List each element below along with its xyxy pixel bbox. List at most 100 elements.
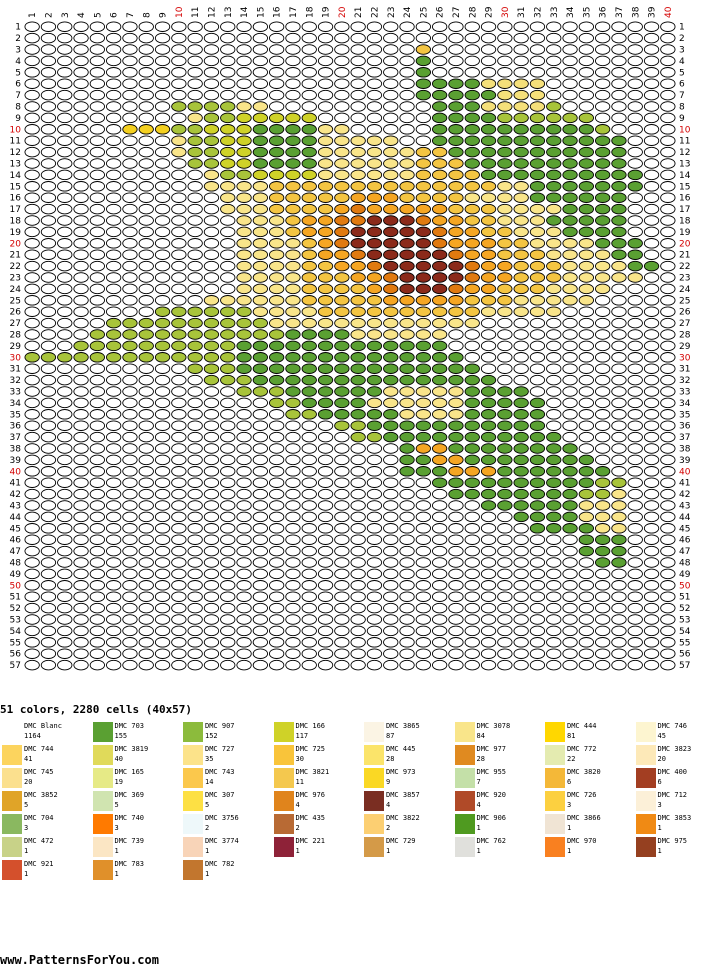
- stitch-cell: [578, 580, 594, 591]
- column-number-top: 16: [273, 6, 283, 18]
- color-swatch: [635, 791, 656, 811]
- stitch-cell: [611, 409, 627, 420]
- stitch-cell: [595, 466, 611, 477]
- stitch-cell: [627, 283, 643, 295]
- stitch-cell: [415, 409, 431, 420]
- stitch-cell: [578, 454, 594, 466]
- stitch-cell: [546, 568, 562, 580]
- stitch-cell: [301, 454, 317, 466]
- stitch-cell: [529, 317, 546, 329]
- color-swatch: [545, 722, 565, 742]
- stitch-cell: [122, 420, 138, 431]
- color-swatch: [92, 745, 113, 765]
- stitch-cell: [73, 568, 89, 580]
- stitch-cell: [154, 648, 171, 659]
- stitch-cell: [497, 591, 513, 602]
- stitch-cell: [562, 283, 578, 295]
- stitch-cell: [57, 112, 73, 124]
- stitch-cell: [448, 67, 464, 78]
- stitch-cell: [171, 454, 187, 466]
- stitch-cell: [660, 511, 676, 523]
- color-swatch: [454, 837, 475, 857]
- stitch-cell: [122, 648, 138, 659]
- stitch-cell: [106, 169, 122, 181]
- stitch-cell: [154, 420, 171, 431]
- stitch-cell: [301, 409, 317, 420]
- stitch-cell: [562, 158, 578, 169]
- stitch-cell: [301, 374, 317, 386]
- stitch-cell: [513, 625, 529, 637]
- stitch-count: 20: [24, 778, 33, 786]
- stitch-cell: [627, 32, 643, 44]
- stitch-cell: [448, 272, 464, 283]
- stitch-cell: [252, 557, 269, 568]
- stitch-cell: [268, 409, 285, 420]
- stitch-cell: [366, 67, 383, 78]
- color-swatch: [545, 814, 565, 834]
- stitch-cell: [40, 500, 57, 511]
- stitch-cell: [220, 386, 236, 397]
- stitch-cell: [611, 466, 627, 477]
- stitch-cell: [497, 397, 513, 409]
- stitch-cell: [40, 21, 57, 32]
- stitch-cell: [562, 659, 578, 671]
- stitch-cell: [285, 238, 301, 249]
- stitch-cell: [154, 523, 171, 534]
- stitch-cell: [350, 306, 366, 317]
- stitch-cell: [24, 181, 40, 192]
- stitch-cell: [366, 523, 383, 534]
- stitch-cell: [431, 238, 448, 249]
- stitch-cell: [268, 78, 285, 89]
- stitch-cell: [106, 602, 122, 614]
- stitch-cell: [24, 363, 40, 374]
- stitch-cell: [154, 511, 171, 523]
- stitch-cell: [350, 146, 366, 158]
- stitch-cell: [350, 340, 366, 352]
- stitch-cell: [236, 557, 252, 568]
- stitch-cell: [464, 591, 480, 602]
- stitch-cell: [187, 283, 203, 295]
- stitch-cell: [611, 32, 627, 44]
- stitch-cell: [431, 363, 448, 374]
- stitch-cell: [366, 545, 383, 557]
- stitch-cell: [73, 409, 89, 420]
- stitch-cell: [513, 238, 529, 249]
- stitch-cell: [24, 78, 40, 89]
- stitch-cell: [529, 340, 546, 352]
- stitch-cell: [366, 352, 383, 363]
- stitch-cell: [448, 659, 464, 671]
- stitch-cell: [611, 500, 627, 511]
- stitch-cell: [497, 466, 513, 477]
- stitch-cell: [595, 454, 611, 466]
- stitch-cell: [448, 260, 464, 272]
- stitch-cell: [301, 295, 317, 306]
- stitch-cell: [546, 203, 562, 215]
- stitch-cell: [57, 500, 73, 511]
- stitch-cell: [334, 67, 350, 78]
- stitch-cell: [40, 146, 57, 158]
- stitch-count: 1: [386, 847, 391, 855]
- stitch-cell: [480, 272, 497, 283]
- stitch-cell: [236, 249, 252, 260]
- stitch-cell: [529, 215, 546, 226]
- stitch-cell: [660, 215, 676, 226]
- stitch-cell: [334, 249, 350, 260]
- row-number-left: 42: [10, 490, 21, 500]
- stitch-cell: [595, 55, 611, 67]
- stitch-cell: [366, 158, 383, 169]
- stitch-cell: [334, 352, 350, 363]
- stitch-count: 1: [114, 870, 119, 878]
- stitch-cell: [546, 523, 562, 534]
- stitch-cell: [57, 568, 73, 580]
- stitch-cell: [366, 295, 383, 306]
- stitch-cell: [122, 21, 138, 32]
- stitch-cell: [24, 523, 40, 534]
- stitch-cell: [627, 260, 643, 272]
- stitch-cell: [57, 488, 73, 500]
- stitch-cell: [643, 295, 660, 306]
- stitch-cell: [317, 124, 334, 135]
- stitch-cell: [138, 32, 154, 44]
- stitch-cell: [643, 32, 660, 44]
- stitch-cell: [203, 454, 220, 466]
- stitch-cell: [415, 659, 431, 671]
